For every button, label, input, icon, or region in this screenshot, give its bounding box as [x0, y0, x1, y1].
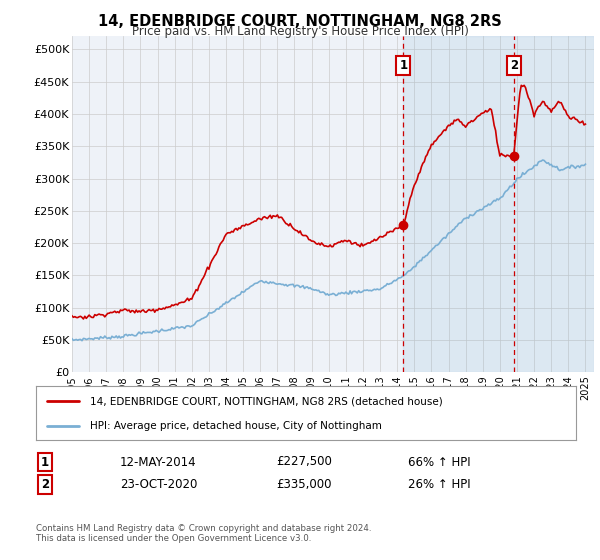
Text: £227,500: £227,500: [276, 455, 332, 469]
Text: 66% ↑ HPI: 66% ↑ HPI: [408, 455, 470, 469]
Text: 1: 1: [399, 59, 407, 72]
Text: 12-MAY-2014: 12-MAY-2014: [120, 455, 197, 469]
Text: HPI: Average price, detached house, City of Nottingham: HPI: Average price, detached house, City…: [90, 421, 382, 431]
Text: 14, EDENBRIDGE COURT, NOTTINGHAM, NG8 2RS (detached house): 14, EDENBRIDGE COURT, NOTTINGHAM, NG8 2R…: [90, 396, 443, 407]
Bar: [403, 36, 594, 372]
Text: 14, EDENBRIDGE COURT, NOTTINGHAM, NG8 2RS: 14, EDENBRIDGE COURT, NOTTINGHAM, NG8 2R…: [98, 14, 502, 29]
Text: Price paid vs. HM Land Registry's House Price Index (HPI): Price paid vs. HM Land Registry's House …: [131, 25, 469, 38]
Text: 26% ↑ HPI: 26% ↑ HPI: [408, 478, 470, 491]
Text: 2: 2: [509, 59, 518, 72]
Text: 23-OCT-2020: 23-OCT-2020: [120, 478, 197, 491]
Text: 2: 2: [41, 478, 49, 491]
Text: 1: 1: [41, 455, 49, 469]
Text: £335,000: £335,000: [276, 478, 331, 491]
Text: Contains HM Land Registry data © Crown copyright and database right 2024.
This d: Contains HM Land Registry data © Crown c…: [36, 524, 371, 543]
